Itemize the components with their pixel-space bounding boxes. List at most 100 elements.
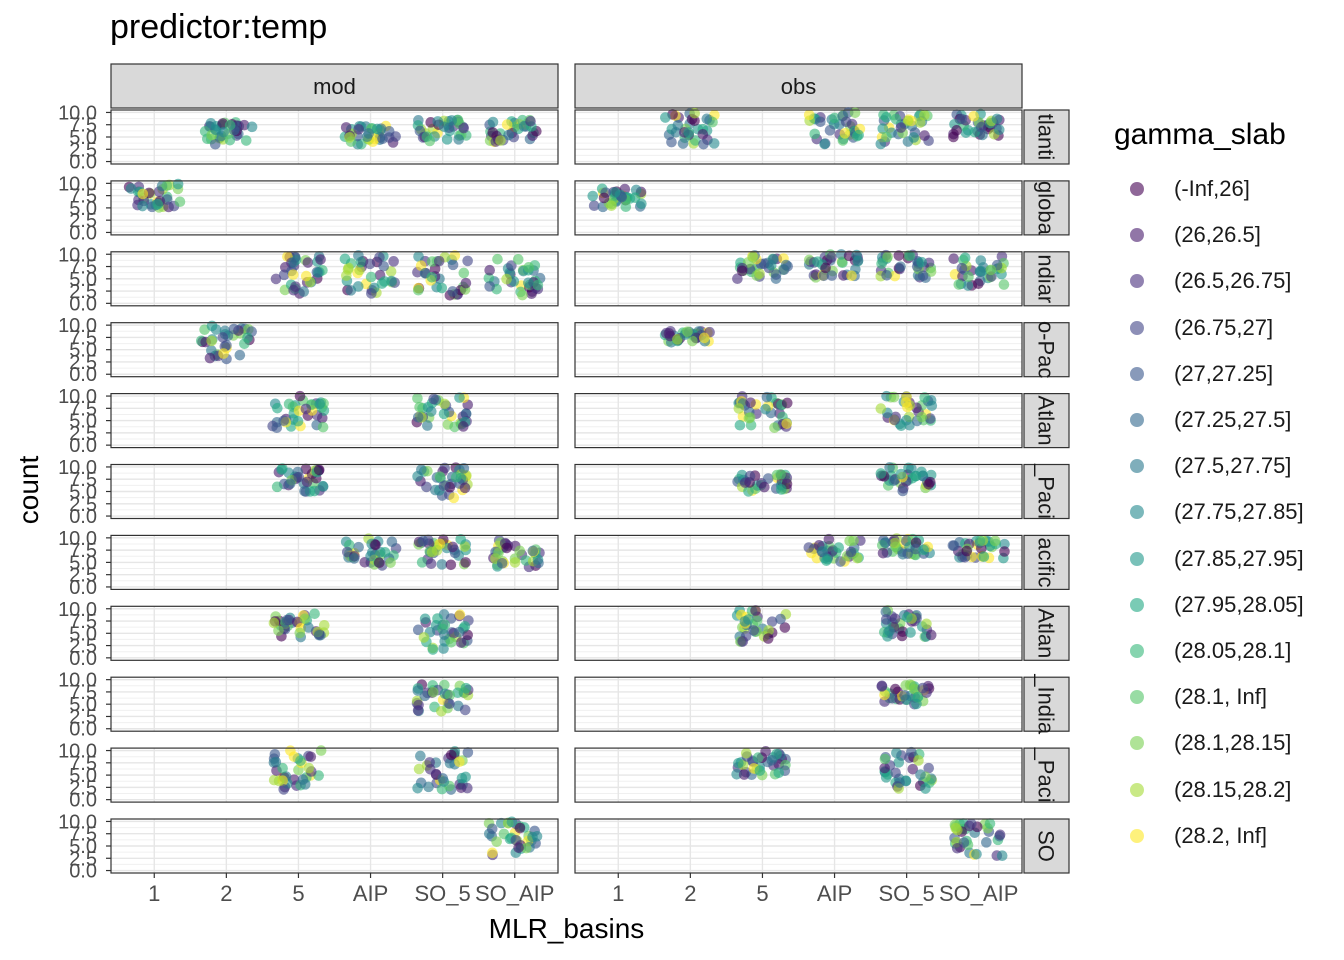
data-point: [770, 269, 782, 280]
legend-title: gamma_slab: [1114, 118, 1286, 151]
data-point: [413, 284, 424, 296]
data-point: [457, 421, 469, 432]
y-axis-title: count: [13, 456, 44, 525]
facet-row-label: globa: [1034, 181, 1059, 236]
data-point: [340, 122, 352, 133]
data-point: [313, 464, 325, 476]
data-point: [427, 644, 439, 655]
data-point: [687, 335, 698, 347]
facet-strip-S_Indian: [1023, 676, 1070, 732]
legend-key: [1130, 643, 1144, 658]
data-point: [426, 271, 438, 283]
legend-key: [1130, 459, 1144, 474]
legend-label: (27,27.25]: [1174, 360, 1274, 386]
data-point: [300, 403, 312, 415]
facet-strip-mod: [110, 63, 559, 109]
legend-label: (26.75,27]: [1174, 314, 1274, 340]
data-point: [416, 557, 428, 568]
data-point: [453, 134, 465, 145]
data-point: [919, 392, 930, 403]
data-point: [750, 605, 761, 616]
data-point: [763, 625, 774, 636]
data-point: [999, 538, 1010, 550]
facet-row-label: Atlan: [1034, 396, 1059, 446]
data-point: [677, 138, 689, 149]
data-point: [630, 184, 642, 196]
data-point: [588, 200, 600, 212]
data-point: [925, 629, 937, 641]
data-point: [371, 123, 383, 135]
data-point: [437, 773, 449, 784]
data-point: [459, 482, 471, 494]
data-point: [377, 133, 388, 145]
data-point: [974, 535, 986, 547]
legend-item: (28.05,28.1]: [1114, 628, 1304, 674]
data-point: [228, 323, 240, 335]
data-point: [803, 109, 815, 121]
data-point: [294, 627, 306, 639]
data-point: [821, 555, 832, 566]
data-point: [848, 535, 859, 546]
x-tick-label: 2: [220, 881, 232, 906]
data-point: [277, 762, 288, 774]
y-tick-label: 2.5: [69, 565, 97, 587]
panel-border: [110, 109, 559, 165]
data-point: [298, 286, 310, 297]
data-point: [353, 123, 364, 135]
y-tick-label: 10.0: [58, 315, 97, 337]
legend-item: (27.5,27.75]: [1114, 443, 1304, 489]
data-point: [890, 767, 901, 779]
facet-strip-Indo-Pacific: [1023, 322, 1070, 378]
data-point: [826, 252, 837, 263]
data-point: [458, 122, 469, 134]
data-point: [422, 420, 433, 431]
data-point: [137, 188, 149, 200]
data-point: [974, 265, 986, 277]
data-point: [445, 749, 457, 761]
data-point: [281, 614, 293, 626]
legend: gamma_slab (-Inf,26] (26,26.5] (26.5,26.75…: [1114, 118, 1304, 859]
data-point: [448, 492, 460, 504]
data-point: [879, 762, 890, 774]
data-point: [287, 269, 299, 280]
data-point: [891, 747, 902, 759]
data-point: [888, 475, 900, 487]
data-point: [447, 541, 458, 553]
facet-strip-S_Pacific: [1023, 747, 1070, 803]
data-point: [815, 116, 826, 128]
data-point: [736, 265, 748, 277]
data-point: [305, 751, 317, 763]
y-tick-label: 5.0: [69, 552, 97, 574]
data-point: [845, 546, 857, 558]
data-point: [917, 682, 929, 694]
data-point: [833, 542, 845, 553]
data-point: [820, 262, 831, 274]
legend-label: (28.15,28.2]: [1174, 776, 1292, 802]
legend-item: (28.2, Inf]: [1114, 813, 1304, 859]
data-point: [739, 616, 751, 627]
data-point: [697, 128, 709, 140]
data-point: [998, 279, 1010, 290]
data-point: [751, 615, 763, 626]
data-point: [501, 273, 512, 285]
data-point: [303, 622, 314, 633]
data-point: [999, 546, 1010, 557]
data-point: [439, 629, 450, 641]
data-point: [487, 127, 499, 138]
y-tick-label: 2.5: [69, 848, 97, 870]
data-point: [436, 282, 448, 294]
data-point: [496, 558, 508, 569]
data-point: [698, 138, 709, 150]
data-point: [904, 250, 916, 262]
data-point: [978, 551, 990, 563]
facet-strip-SO: [1023, 818, 1070, 874]
data-point: [766, 754, 778, 766]
data-point: [991, 113, 1003, 125]
data-point: [875, 403, 887, 414]
data-point: [277, 463, 288, 474]
data-point: [781, 397, 793, 409]
data-point: [503, 129, 514, 141]
data-point: [425, 406, 437, 417]
data-point: [733, 403, 745, 414]
y-tick-label: 2.5: [69, 352, 97, 374]
